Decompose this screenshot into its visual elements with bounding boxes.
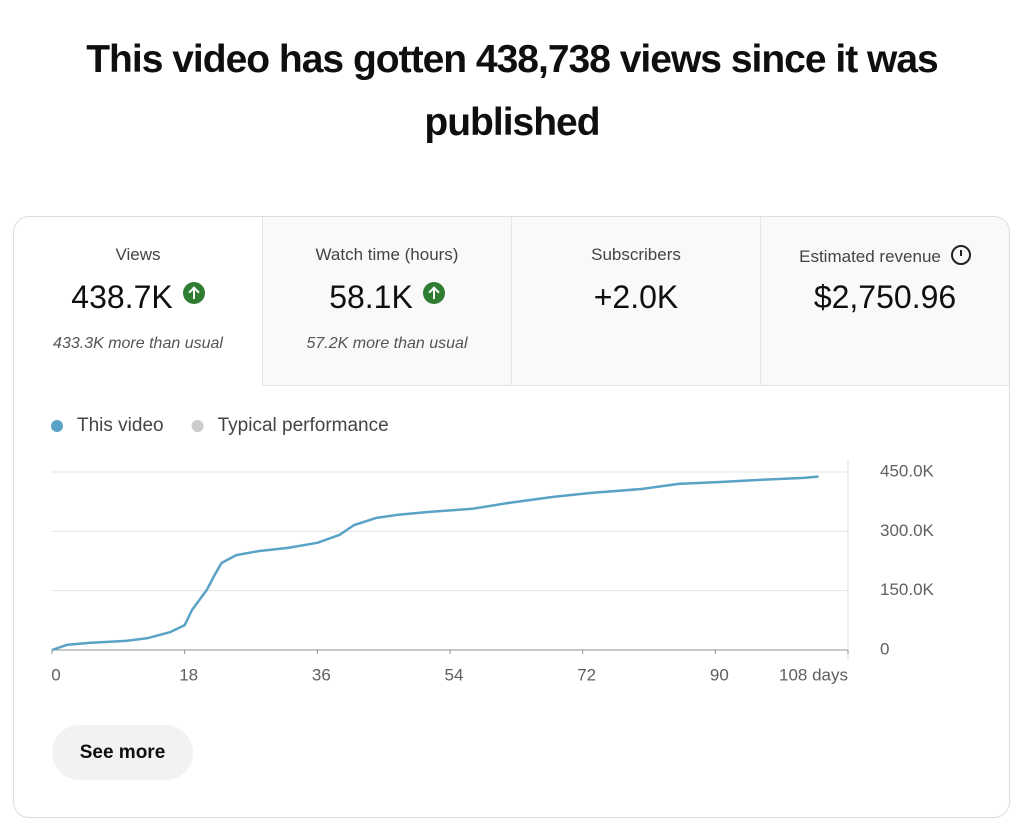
x-tick-label: 54 [445, 665, 464, 684]
metric-tabs: Views 438.7K 433.3K more than usual Watch t… [14, 217, 1009, 386]
metric-note: 433.3K more than usual [53, 335, 223, 352]
y-tick-label: 150.0K [880, 580, 935, 599]
metric-label: Watch time (hours) [263, 245, 511, 265]
x-tick-label: 72 [577, 665, 596, 684]
metric-tab[interactable]: Estimated revenue $2,750.96 [760, 217, 1009, 386]
metric-label: Estimated revenue [761, 245, 1009, 267]
metric-tab[interactable]: Views 438.7K 433.3K more than usual [14, 217, 262, 386]
legend-marker [191, 420, 204, 432]
legend-label: Typical performance [218, 415, 389, 436]
metric-value: +2.0K [512, 279, 760, 316]
x-tick-label: 108 days [779, 665, 848, 684]
clock-icon [950, 245, 971, 265]
metric-value: 438.7K [14, 279, 262, 316]
metric-note: 57.2K more than usual [306, 335, 468, 352]
trend-up-icon [182, 282, 205, 304]
y-tick-label: 300.0K [880, 521, 935, 540]
metric-label-text: Watch time (hours) [315, 245, 459, 264]
metric-tab[interactable]: Subscribers +2.0K [511, 217, 760, 386]
metric-label-text: Views [115, 245, 161, 264]
metric-value: 58.1K [263, 279, 511, 316]
metric-value-text: 58.1K [329, 279, 413, 315]
x-tick-label: 90 [710, 665, 729, 684]
trend-up-icon [422, 282, 445, 304]
metric-value-text: +2.0K [593, 279, 679, 315]
metric-label: Views [14, 245, 262, 265]
x-tick-label: 18 [179, 665, 198, 684]
metric-value-text: 438.7K [71, 279, 173, 315]
metric-label-text: Estimated revenue [799, 247, 941, 266]
see-more-button[interactable]: See more [52, 725, 193, 780]
y-tick-label: 450.0K [880, 461, 935, 480]
metric-label-text: Subscribers [591, 245, 681, 264]
legend-marker [51, 420, 63, 432]
metric-value: $2,750.96 [761, 279, 1009, 316]
x-tick-label: 36 [312, 665, 331, 684]
legend-label: This video [77, 415, 164, 436]
y-tick-label: 0 [880, 639, 889, 658]
page-title: This video has gotten 438,738 views sinc… [86, 38, 939, 144]
metric-tab[interactable]: Watch time (hours) 58.1K 57.2K more than u… [262, 217, 511, 386]
metric-label: Subscribers [512, 245, 760, 265]
data-line [51, 475, 819, 652]
metric-value-text: $2,750.96 [813, 279, 957, 315]
x-tick-label: 0 [51, 665, 60, 684]
analytics-card: Views 438.7K 433.3K more than usual Watch t… [13, 216, 1010, 818]
